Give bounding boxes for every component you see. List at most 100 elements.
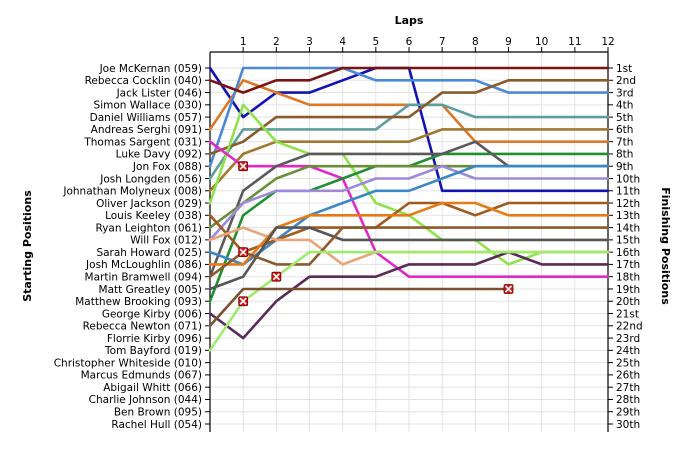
series-line-22: [208, 287, 510, 328]
starting-position-label: Rebecca Cocklin (040): [85, 75, 202, 87]
retirement-marker-cross: [504, 285, 513, 293]
lap-tick-label: 5: [372, 36, 379, 48]
series-lines: [208, 66, 610, 352]
starting-position-label: Tom Bayford (019): [104, 345, 202, 357]
retirement-marker-2: [238, 247, 249, 258]
finishing-position-label: 28th: [616, 394, 640, 406]
finishing-position-label: 20th: [616, 296, 640, 308]
finishing-position-label: 12th: [616, 198, 640, 210]
starting-position-label: Florrie Kirby (096): [107, 333, 202, 345]
retirement-marker-cross: [239, 162, 247, 170]
starting-position-label: Jack Lister (046): [116, 87, 202, 99]
starting-position-label: Martin Bramwell (094): [85, 271, 202, 283]
lap-tick-label: 8: [472, 36, 479, 48]
finishing-position-label: 2nd: [616, 75, 636, 87]
retirement-marker-5: [503, 284, 514, 294]
starting-position-label: Ben Brown (095): [114, 407, 202, 419]
starting-position-label: Oliver Jackson (029): [96, 198, 202, 210]
series-line-4: [208, 103, 610, 180]
starting-position-label: Thomas Sargent (031): [83, 136, 202, 148]
starting-position-label: Matt Greatley (005): [99, 284, 202, 296]
lap-tick-label: 2: [273, 36, 280, 48]
finishing-position-label: 26th: [616, 370, 640, 382]
finishing-position-label: 22nd: [616, 321, 643, 333]
finishing-position-label: 4th: [616, 100, 633, 112]
retirement-marker-1: [238, 161, 249, 172]
starting-position-label: Ryan Leighton (061): [96, 222, 203, 234]
retirement-marker-cross: [239, 297, 247, 305]
lap-tick-label: 7: [439, 36, 446, 48]
starting-position-label: Daniel Williams (057): [90, 112, 202, 124]
lap-tick-label: 6: [406, 36, 413, 48]
series-line-13: [208, 164, 610, 242]
finishing-position-label: 6th: [616, 124, 633, 136]
lap-tick-label: 12: [601, 36, 614, 48]
starting-position-label: Luke Davy (092): [116, 149, 202, 161]
starting-position-label: Rebecca Newton (071): [83, 321, 202, 333]
starting-position-label: Josh Longden (056): [99, 173, 202, 185]
starting-position-label: Charlie Johnson (044): [89, 394, 202, 406]
finishing-position-label: 24th: [616, 345, 640, 357]
series-line-6: [208, 66, 610, 94]
starting-position-label: Abigail Whitt (066): [103, 382, 202, 394]
lap-tick-label: 1: [240, 36, 247, 48]
starting-position-label: Josh McLoughlin (086): [85, 259, 202, 271]
retirement-marker-4: [238, 296, 249, 307]
retirement-marker-cross: [272, 273, 280, 281]
finishing-position-label: 14th: [616, 222, 640, 234]
finishing-position-label: 5th: [616, 112, 633, 124]
axes: [205, 47, 613, 432]
starting-position-label: Rachel Hull (054): [111, 419, 202, 431]
finishing-position-label: 19th: [616, 284, 640, 296]
starting-position-label: Joe McKernan (059): [99, 63, 202, 75]
series-line-19: [208, 226, 610, 279]
finishing-position-label: 21st: [616, 308, 639, 320]
right-axis-title: Finishing Positions: [659, 187, 672, 305]
lap-tick-label: 4: [339, 36, 346, 48]
starting-position-label: Christopher Whiteside (010): [54, 357, 202, 369]
finishing-position-label: 29th: [616, 407, 640, 419]
series-line-5: [208, 79, 610, 156]
series-line-20: [208, 250, 610, 340]
retirement-marker-3: [271, 271, 282, 282]
starting-position-label: Johnathan Molyneux (008): [62, 186, 202, 198]
finishing-position-label: 11th: [616, 186, 640, 198]
starting-position-label: Simon Wallace (030): [94, 100, 202, 112]
finishing-position-label: 8th: [616, 149, 633, 161]
finishing-position-label: 1st: [616, 63, 632, 75]
lap-tick-label: 3: [306, 36, 313, 48]
finishing-position-label: 3rd: [616, 87, 633, 99]
starting-position-label: Will Fox (012): [130, 235, 202, 247]
lap-tick-label: 9: [505, 36, 512, 48]
finishing-position-label: 7th: [616, 136, 633, 148]
finishing-position-label: 10th: [616, 173, 640, 185]
finishing-position-label: 17th: [616, 259, 640, 271]
finishing-position-label: 13th: [616, 210, 640, 222]
finishing-position-label: 25th: [616, 357, 640, 369]
starting-position-label: Matthew Brooking (093): [75, 296, 202, 308]
starting-position-label: Sarah Howard (025): [96, 247, 202, 259]
x-axis-title: Laps: [395, 14, 424, 27]
lap-tick-label: 10: [535, 36, 548, 48]
finishing-position-label: 23rd: [616, 333, 640, 345]
starting-position-label: Jon Fox (088): [132, 161, 202, 173]
retirement-marker-cross: [239, 248, 247, 256]
finishing-position-label: 16th: [616, 247, 640, 259]
finishing-position-label: 27th: [616, 382, 640, 394]
finishing-position-label: 18th: [616, 271, 640, 283]
finishing-position-label: 9th: [616, 161, 633, 173]
finishing-position-label: 30th: [616, 419, 640, 431]
retirement-markers: [238, 161, 514, 307]
left-axis-title: Starting Positions: [21, 190, 34, 302]
starting-position-label: Marcus Edmunds (067): [81, 370, 202, 382]
series-line-3: [208, 66, 610, 168]
series-line-18: [208, 226, 610, 291]
starting-position-label: Louis Keeley (038): [105, 210, 202, 222]
lap-tick-label: 11: [568, 36, 581, 48]
finishing-position-label: 15th: [616, 235, 640, 247]
starting-position-label: George Kirby (006): [102, 308, 202, 320]
starting-position-label: Andreas Serghi (091): [91, 124, 202, 136]
